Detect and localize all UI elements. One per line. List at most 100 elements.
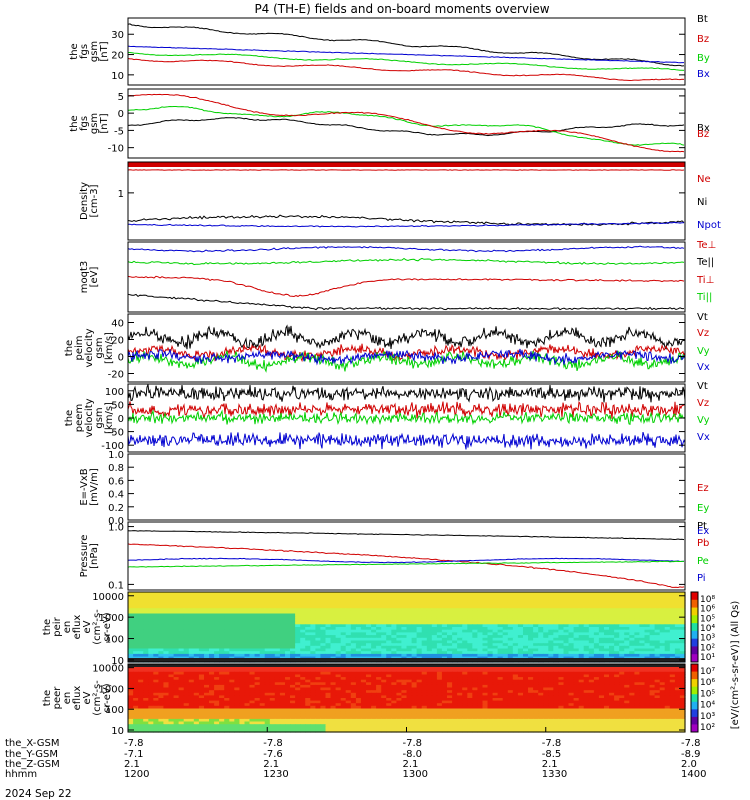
spectrogram-cell [512, 621, 519, 625]
spectrogram-cell [472, 703, 478, 707]
spectrogram-cell [411, 594, 418, 598]
spectrogram-cell [452, 621, 458, 625]
spectrogram-cell [244, 692, 251, 696]
spectrogram-cell [133, 677, 139, 681]
spectrogram-cell [133, 610, 139, 615]
spectrogram-cell [371, 610, 377, 615]
spectrogram-cell [512, 629, 519, 633]
spectrogram-cell [371, 632, 377, 636]
spectrogram-cell [593, 605, 600, 609]
spectrogram-cell [163, 616, 170, 620]
spectrogram-cell [158, 682, 165, 686]
spectrogram-cell [244, 679, 251, 683]
spectrogram-cell [436, 651, 443, 655]
spectrogram-cell [350, 605, 357, 609]
spectrogram-cell [254, 618, 261, 623]
spectrogram-cell [320, 592, 327, 596]
spectrogram-cell [517, 608, 524, 612]
spectrogram-cell [487, 700, 494, 704]
spectrogram-cell [214, 592, 220, 596]
spectrogram-cell [406, 645, 413, 650]
spectrogram-cell [320, 698, 327, 702]
spectrogram-cell [295, 600, 301, 604]
spectrogram-cell [396, 629, 403, 633]
spectrogram-cell [583, 705, 590, 709]
spectrogram-cell [598, 616, 605, 620]
spectrogram-cell [624, 629, 630, 633]
spectrogram-cell [320, 666, 327, 670]
spectrogram-cell [396, 597, 403, 601]
spectrogram-cell [366, 692, 372, 696]
spectrogram-cell [598, 705, 605, 709]
spectrogram-cell [523, 684, 529, 689]
spectrogram-cell [558, 705, 565, 709]
spectrogram-cell [386, 605, 392, 609]
spectrogram-cell [533, 692, 539, 696]
spectrogram-cell [411, 648, 418, 652]
spectrogram-cell [452, 687, 458, 691]
spectrogram-cell [401, 597, 408, 601]
spectrogram-cell [391, 600, 397, 604]
spectrogram-cell [396, 684, 403, 689]
spectrogram-cell [583, 597, 590, 601]
spectrogram-cell [654, 613, 661, 617]
spectrogram-cell [204, 687, 210, 691]
spectrogram-cell [264, 645, 271, 650]
spectrogram-cell [512, 671, 519, 675]
spectrogram-cell [548, 616, 554, 620]
spectrogram-cell [360, 677, 367, 681]
spectrogram-cell [426, 643, 433, 647]
spectrogram-cell [148, 698, 154, 702]
spectrogram-cell [209, 666, 215, 670]
spectrogram-cell [178, 600, 185, 604]
legend-entry: Vz [697, 398, 709, 409]
spectrogram-cell [264, 592, 271, 596]
spectrogram-cell [300, 645, 306, 650]
spectrogram-cell [178, 602, 185, 607]
spectrogram-cell [416, 627, 423, 631]
spectrogram-cell [264, 708, 271, 712]
spectrogram-cell [315, 621, 322, 625]
spectrogram-cell [371, 698, 377, 702]
spectrogram-cell [659, 629, 666, 633]
spectrogram-cell [355, 635, 362, 639]
spectrogram-cell [467, 666, 473, 670]
spectrogram-cell [158, 629, 165, 633]
spectrogram-cell [163, 666, 170, 670]
spectrogram-cell [462, 684, 468, 689]
spectrogram-cell [290, 632, 296, 636]
spectrogram-cell [360, 592, 367, 596]
spectrogram-cell [619, 692, 625, 696]
spectrogram-cell [462, 605, 468, 609]
spectrogram-cell [325, 674, 332, 678]
spectrogram-cell [406, 618, 413, 623]
spectrogram-cell [563, 594, 570, 598]
spectrogram-cell [198, 671, 205, 675]
spectrogram-cell [558, 632, 565, 636]
spectrogram-cell [204, 592, 210, 596]
spectrogram-cell [224, 666, 230, 670]
spectrogram-cell [168, 618, 175, 623]
spectrogram-cell [290, 703, 296, 707]
spectrogram-cell [188, 666, 195, 670]
spectrogram-cell [431, 637, 438, 642]
spectrogram-cell [598, 677, 605, 681]
spectrogram-cell [588, 669, 595, 673]
spectrogram-cell [467, 594, 473, 598]
spectrogram-cell [492, 690, 499, 694]
spectrogram-cell [548, 653, 554, 658]
spectrogram-cell [290, 613, 296, 617]
spectrogram-cell [214, 695, 220, 699]
spectrogram-cell [133, 690, 139, 694]
spectrogram-cell [649, 597, 656, 601]
spectrogram-cell [188, 643, 195, 647]
spectrogram-cell [234, 627, 240, 631]
spectrogram-cell [472, 594, 478, 598]
spectrogram-cell [492, 613, 499, 617]
spectrogram-cell [512, 632, 519, 636]
spectrogram-cell [452, 629, 458, 633]
spectrogram-cell [239, 608, 246, 612]
spectrogram-cell [563, 700, 570, 704]
spectrogram-cell [285, 690, 291, 694]
